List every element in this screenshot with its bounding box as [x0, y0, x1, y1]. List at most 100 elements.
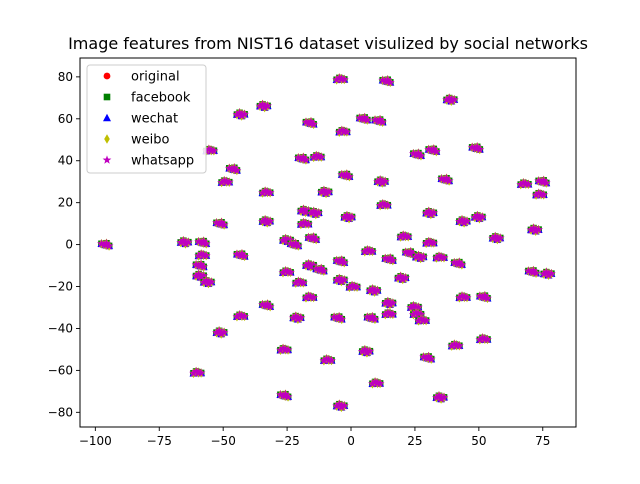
x-tick-label: −100 — [79, 434, 112, 448]
whatsapp-point — [339, 74, 349, 84]
whatsapp-point — [475, 335, 485, 344]
data-cluster — [345, 280, 362, 293]
whatsapp-point — [334, 127, 344, 136]
whatsapp-point — [316, 152, 326, 161]
whatsapp-point — [201, 239, 211, 248]
whatsapp-point — [408, 249, 418, 258]
whatsapp-point — [419, 252, 428, 261]
data-cluster — [409, 148, 426, 161]
whatsapp-point — [258, 99, 267, 109]
whatsapp-point — [375, 200, 385, 210]
whatsapp-point — [454, 341, 464, 350]
data-cluster — [224, 163, 242, 176]
legend: original facebook wechat weibo whatsapp — [86, 64, 207, 174]
whatsapp-point — [406, 302, 416, 312]
y-tick-label: −20 — [48, 280, 73, 294]
whatsapp-point — [432, 393, 441, 402]
whatsapp-point — [196, 368, 206, 377]
whatsapp-point — [291, 311, 301, 320]
data-cluster — [293, 152, 311, 165]
whatsapp-point — [104, 241, 114, 250]
whatsapp-point — [102, 238, 111, 248]
data-cluster — [380, 296, 398, 310]
whatsapp-point — [462, 216, 472, 225]
whatsapp-point — [388, 255, 398, 265]
whatsapp-point — [337, 255, 347, 264]
data-cluster — [191, 269, 209, 283]
legend-item: original — [103, 70, 180, 85]
data-cluster — [212, 217, 229, 230]
data-cluster — [409, 307, 426, 320]
whatsapp-point — [265, 216, 275, 225]
whatsapp-point — [442, 95, 451, 104]
data-cluster — [278, 266, 295, 278]
whatsapp-point — [388, 309, 398, 319]
whatsapp-point — [319, 266, 329, 275]
data-cluster — [370, 114, 388, 127]
whatsapp-point — [365, 346, 375, 355]
whatsapp-point — [199, 236, 208, 245]
data-cluster — [332, 255, 349, 268]
whatsapp-point — [316, 187, 326, 196]
data-cluster — [332, 273, 349, 287]
whatsapp-point — [334, 399, 344, 408]
whatsapp-point — [201, 250, 211, 260]
data-cluster — [355, 112, 372, 125]
whatsapp-point — [265, 302, 275, 311]
whatsapp-point — [206, 277, 216, 286]
data-cluster — [255, 99, 272, 113]
whatsapp-point — [334, 312, 344, 321]
data-cluster — [97, 238, 114, 251]
whatsapp-point — [362, 115, 372, 124]
whatsapp-point — [283, 392, 293, 401]
whatsapp-point — [296, 206, 306, 215]
data-cluster — [362, 311, 380, 325]
whatsapp-point — [403, 232, 413, 241]
whatsapp-point — [547, 269, 556, 278]
data-cluster — [189, 366, 206, 379]
whatsapp-point — [516, 180, 526, 189]
whatsapp-point — [332, 75, 342, 84]
data-cluster — [301, 291, 318, 303]
whatsapp-point — [529, 223, 538, 232]
whatsapp-point — [309, 292, 318, 302]
whatsapp-point — [472, 210, 482, 220]
whatsapp-point — [288, 313, 298, 322]
whatsapp-point — [183, 237, 193, 246]
data-cluster — [488, 231, 505, 245]
whatsapp-point — [342, 169, 352, 178]
whatsapp-point — [357, 346, 367, 356]
whatsapp-point — [414, 302, 423, 311]
whatsapp-point — [293, 241, 303, 250]
whatsapp-point — [296, 313, 306, 322]
data-cluster — [419, 351, 436, 364]
whatsapp-point — [447, 341, 457, 350]
whatsapp-point — [539, 175, 549, 185]
whatsapp-point — [531, 268, 541, 277]
data-cluster — [334, 125, 352, 137]
whatsapp-point — [232, 110, 242, 119]
whatsapp-point — [480, 291, 490, 300]
whatsapp-point — [194, 251, 203, 260]
data-cluster — [217, 175, 234, 188]
whatsapp-point — [296, 219, 306, 229]
y-tick-label: −80 — [48, 405, 73, 419]
whatsapp-point — [209, 146, 219, 155]
data-cluster — [516, 177, 533, 190]
legend-facebook-marker — [103, 93, 111, 101]
whatsapp-point — [429, 238, 439, 247]
legend-item: weibo — [104, 133, 169, 148]
whatsapp-point — [416, 151, 426, 160]
whatsapp-point — [299, 278, 308, 287]
data-cluster — [296, 217, 313, 230]
x-tick-label: 50 — [471, 434, 486, 448]
whatsapp-point — [334, 273, 344, 283]
data-cluster — [437, 173, 454, 186]
data-cluster — [365, 284, 382, 297]
whatsapp-point — [196, 259, 206, 268]
whatsapp-point — [421, 238, 431, 248]
whatsapp-point — [178, 236, 188, 245]
x-tick-label: −25 — [274, 434, 299, 448]
data-cluster — [421, 206, 439, 220]
